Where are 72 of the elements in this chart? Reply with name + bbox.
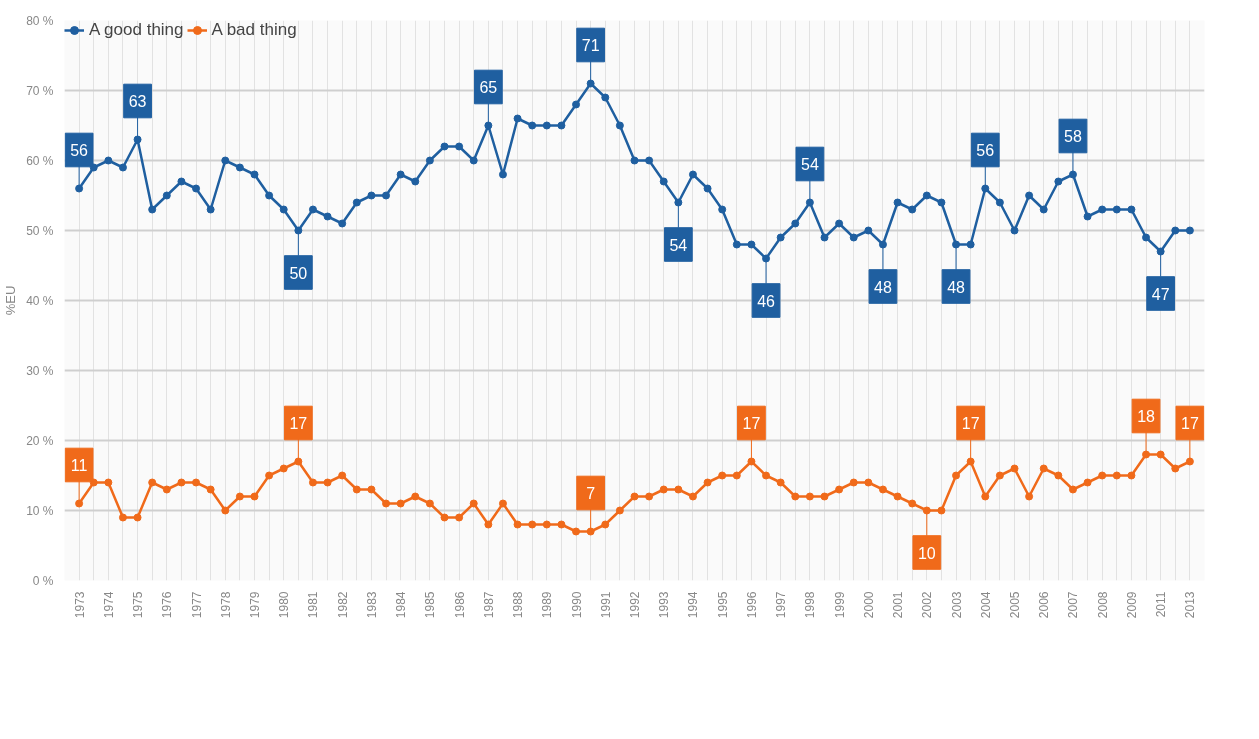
x-tick-label: 2006 xyxy=(1037,591,1052,619)
x-tick-label: 1977 xyxy=(189,591,204,619)
x-tick-label: 1991 xyxy=(598,591,613,619)
data-label: 65 xyxy=(479,79,498,96)
x-tick-label: 1992 xyxy=(628,591,642,619)
data-label: 63 xyxy=(128,93,147,110)
data-label: 56 xyxy=(70,142,89,159)
x-tick-label: 2001 xyxy=(891,591,906,619)
x-tick-label: 1998 xyxy=(803,591,818,619)
x-tick-label: 1980 xyxy=(277,591,292,619)
x-tick-label: 1999 xyxy=(832,591,847,619)
x-tick-label: 1982 xyxy=(335,591,350,619)
data-label: 7 xyxy=(586,485,596,502)
data-label: 56 xyxy=(976,142,995,159)
data-label: 50 xyxy=(289,264,308,282)
x-tick-label: 2005 xyxy=(1008,591,1022,619)
data-label: 54 xyxy=(800,156,819,173)
x-tick-label: 2002 xyxy=(920,591,935,619)
x-tick-label: 1975 xyxy=(131,591,146,619)
x-tick-label: 2008 xyxy=(1095,591,1110,619)
x-tick-label: 1990 xyxy=(569,591,584,619)
x-tick-label: 1997 xyxy=(774,591,789,619)
x-tick-label: 2013 xyxy=(1183,591,1198,619)
data-label: 54 xyxy=(669,236,688,254)
x-tick-label: 2003 xyxy=(949,591,964,619)
data-label: 18 xyxy=(1137,408,1156,425)
x-tick-label: 1985 xyxy=(423,591,438,619)
x-tick-label: 1979 xyxy=(248,591,262,619)
y-axis-title: %EU xyxy=(3,285,19,316)
data-label: 17 xyxy=(289,415,308,432)
x-tick-label: 1994 xyxy=(686,591,701,619)
data-label: 10 xyxy=(917,544,936,562)
x-tick-label: 1995 xyxy=(715,591,730,619)
x-tick-label: 2007 xyxy=(1066,591,1081,619)
y-tick-label: 50 % xyxy=(26,223,54,238)
x-tick-label: 1981 xyxy=(306,591,321,619)
data-label: 17 xyxy=(1180,415,1199,432)
y-tick-label: 30 % xyxy=(26,363,54,378)
x-tick-label: 2009 xyxy=(1124,591,1139,619)
data-label: 11 xyxy=(70,457,88,474)
data-label: 48 xyxy=(947,278,966,296)
x-tick-label: 1973 xyxy=(72,591,87,619)
x-tick-label: 1976 xyxy=(160,591,175,619)
x-tick-label: 1984 xyxy=(394,591,409,619)
data-label: 71 xyxy=(581,37,600,54)
data-label: 17 xyxy=(961,415,980,432)
x-tick-label: 1988 xyxy=(511,591,526,619)
x-tick-label: 1978 xyxy=(218,591,233,619)
x-tick-label: 2004 xyxy=(978,591,993,619)
x-tick-label: 1974 xyxy=(101,591,116,619)
y-tick-label: 20 % xyxy=(26,433,54,448)
x-tick-label: 1996 xyxy=(744,591,759,619)
x-tick-label: 1986 xyxy=(452,591,467,619)
x-tick-label: 2011 xyxy=(1154,591,1169,618)
x-tick-label: 1989 xyxy=(540,591,555,619)
legend-label: A good thing xyxy=(89,20,184,40)
legend-label: A bad thing xyxy=(211,20,297,40)
data-label: 46 xyxy=(757,292,776,310)
data-label: 48 xyxy=(874,278,892,296)
y-tick-label: 80 % xyxy=(26,13,54,28)
y-tick-label: 60 % xyxy=(26,153,54,168)
x-tick-label: 1983 xyxy=(364,591,379,619)
data-label: 47 xyxy=(1151,285,1170,303)
data-label: 58 xyxy=(1064,128,1082,145)
x-tick-label: 2000 xyxy=(861,591,876,619)
y-tick-label: 70 % xyxy=(26,83,54,98)
y-tick-label: 10 % xyxy=(26,503,54,518)
y-tick-label: 0 % xyxy=(32,573,54,588)
x-tick-label: 1987 xyxy=(481,591,496,619)
x-tick-label: 1993 xyxy=(657,591,672,619)
y-tick-label: 40 % xyxy=(26,293,54,308)
data-label: 17 xyxy=(742,415,761,432)
